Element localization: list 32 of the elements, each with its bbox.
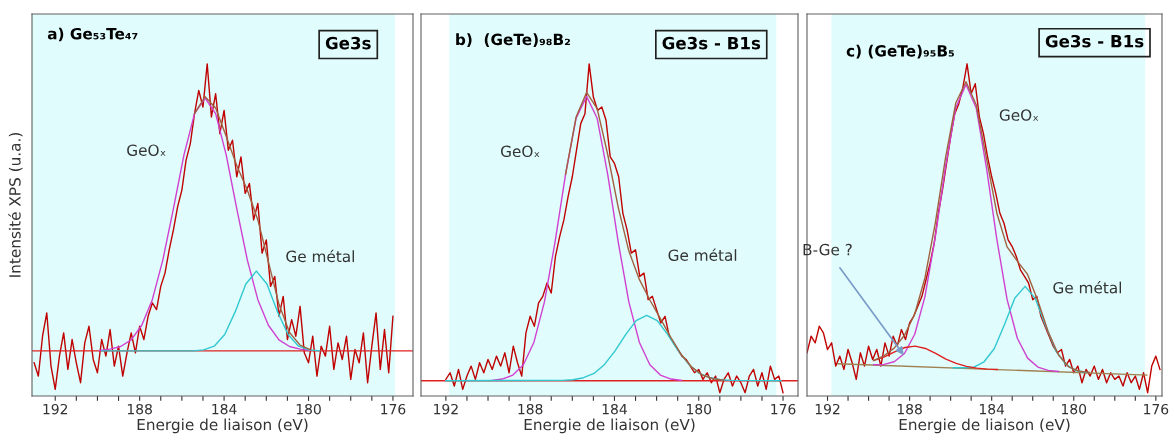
annotation: GeOₓ xyxy=(127,144,166,156)
y-axis-title: Intensité XPS (u.a.) xyxy=(8,133,23,277)
text: Ge3s - B1s xyxy=(1045,34,1144,48)
x-tick-label: 192 xyxy=(43,403,68,415)
x-tick-label: 176 xyxy=(1144,403,1169,415)
x-tick-label: 180 xyxy=(1062,403,1087,415)
annotation: Ge métal xyxy=(668,248,737,261)
x-tick-label: 188 xyxy=(127,403,152,415)
annotation: Ge métal xyxy=(1053,281,1121,294)
x-axis-title: Energie de liaison (eV) xyxy=(899,418,1070,434)
chart-title: b) (GeTe)₉₈B₂ xyxy=(456,33,570,47)
x-tick-label: 180 xyxy=(296,403,321,415)
x-tick-label: 188 xyxy=(518,403,543,415)
x-tick-label: 184 xyxy=(979,403,1005,415)
x-axis-title: Energie de liaison (eV) xyxy=(137,418,308,434)
text: Ge3s - B1s xyxy=(662,36,761,50)
chart-title: c) (GeTe)₉₅B₅ xyxy=(846,44,954,59)
annotation: GeOₓ xyxy=(999,109,1039,121)
x-tick-label: 184 xyxy=(212,403,237,415)
x-tick-label: 192 xyxy=(434,403,458,415)
x-tick-label: 188 xyxy=(897,403,922,415)
text: Ge3s xyxy=(325,36,371,50)
annotation: GeOₓ xyxy=(500,145,540,158)
x-axis-title: Energie de liaison (eV) xyxy=(524,418,695,434)
chart-title: a) Ge₅₃Te₄₇ xyxy=(47,27,138,42)
x-tick-label: 192 xyxy=(815,403,840,415)
x-tick-label: 176 xyxy=(771,403,796,415)
x-tick-label: 176 xyxy=(381,403,406,415)
annotation: B-Ge ? xyxy=(803,243,852,256)
annotation: Ge métal xyxy=(286,249,354,263)
x-tick-label: 184 xyxy=(602,403,627,415)
x-tick-label: 180 xyxy=(687,403,712,415)
